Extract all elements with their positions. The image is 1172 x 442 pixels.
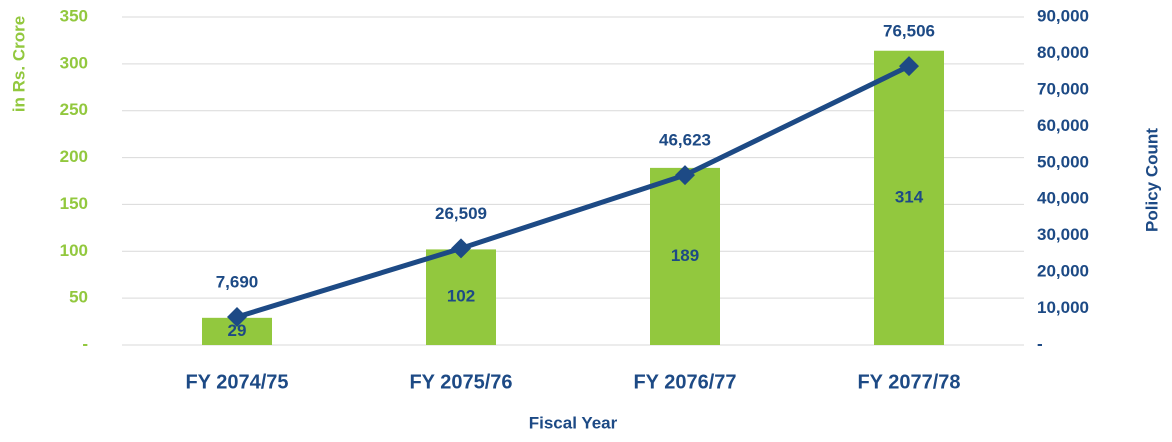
line-value-label: 46,623 (659, 131, 711, 150)
y2-tick-label: 40,000 (1037, 189, 1089, 208)
y2-tick-label: 20,000 (1037, 262, 1089, 281)
bar (426, 249, 496, 345)
y-tick-label: 150 (60, 194, 88, 213)
bar-value-label: 314 (895, 187, 924, 206)
y-tick-label: 200 (60, 147, 88, 166)
x-axis-title: Fiscal Year (529, 413, 618, 432)
line-value-label: 26,509 (435, 204, 487, 223)
bar (650, 167, 720, 345)
y2-tick-label: 10,000 (1037, 298, 1089, 317)
y-tick-label: - (82, 334, 88, 353)
line (236, 63, 911, 320)
y2-tick-label: 30,000 (1037, 225, 1089, 244)
x-tick-label: FY 2077/78 (857, 371, 960, 393)
y2-tick-label: 50,000 (1037, 152, 1089, 171)
y2-tick-label: 60,000 (1037, 116, 1089, 135)
y-tick-label: 250 (60, 100, 88, 119)
y-tick-label: 350 (60, 6, 88, 25)
x-tick-label: FY 2074/75 (185, 371, 288, 393)
line-marker (675, 165, 695, 186)
line-marker (227, 306, 247, 327)
y2-axis-title: Policy Count (1142, 128, 1161, 232)
line-value-label: 76,506 (883, 22, 935, 41)
line-value-label: 7,690 (216, 272, 259, 291)
bar-value-label: 29 (228, 321, 247, 340)
y2-tick-label: - (1037, 334, 1043, 353)
y-axis-title: in Rs. Crore (9, 16, 28, 112)
x-tick-label: FY 2076/77 (633, 371, 736, 393)
y-tick-label: 50 (69, 288, 88, 307)
y-tick-label: 300 (60, 53, 88, 72)
bar-value-label: 189 (671, 246, 699, 265)
line-marker (899, 56, 919, 77)
bar-value-label: 102 (447, 287, 475, 306)
y2-tick-label: 90,000 (1037, 6, 1089, 25)
bar (874, 50, 944, 345)
y-tick-label: 100 (60, 241, 88, 260)
x-tick-label: FY 2075/76 (409, 371, 512, 393)
line-marker (451, 238, 471, 259)
y2-tick-label: 80,000 (1037, 43, 1089, 62)
y2-tick-label: 70,000 (1037, 79, 1089, 98)
